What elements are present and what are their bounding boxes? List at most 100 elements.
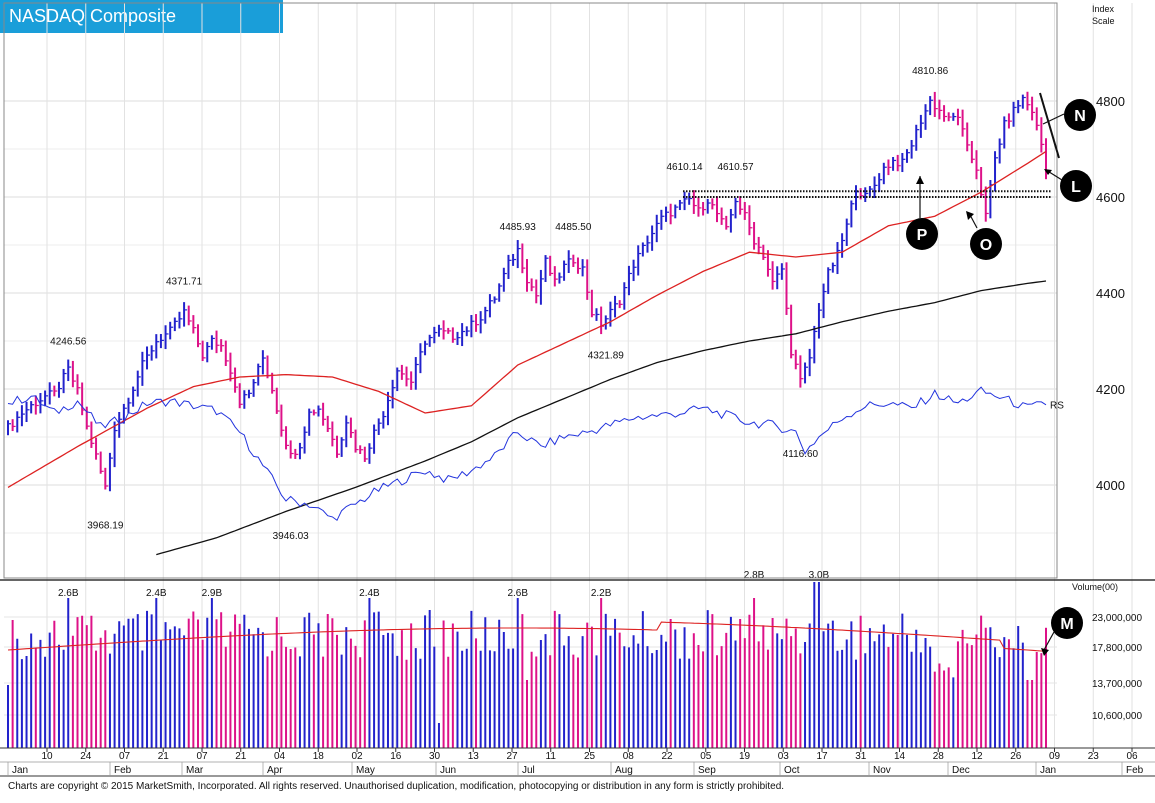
marker-p: P — [906, 218, 938, 250]
volume-tick-label: 17,800,000 — [1092, 643, 1142, 654]
price-bar — [702, 201, 707, 216]
price-bar — [461, 323, 466, 347]
price-bar — [655, 214, 660, 243]
x-tick-label: 09 — [1049, 751, 1061, 762]
price-bar — [210, 335, 215, 350]
price-bar — [294, 448, 299, 459]
price-bar — [512, 253, 517, 266]
price-bar — [892, 156, 897, 171]
price-bar — [966, 122, 971, 152]
x-tick-label: 11 — [546, 751, 557, 762]
price-bar — [85, 406, 90, 430]
price-bar — [192, 315, 197, 334]
y-tick-label: 4200 — [1096, 382, 1125, 397]
price-annotation: 4810.86 — [912, 66, 949, 77]
price-bar — [39, 392, 44, 414]
volume-annotation: 2.4B — [359, 588, 380, 599]
x-tick-label: 12 — [971, 751, 983, 762]
month-label: Jun — [440, 765, 456, 776]
price-bar — [7, 420, 11, 436]
price-bar — [646, 235, 651, 253]
marker-l: L — [1060, 170, 1092, 202]
price-bar — [980, 167, 985, 198]
price-bar — [873, 176, 878, 199]
month-label: May — [356, 765, 375, 776]
price-bar — [595, 308, 600, 321]
price-bar — [164, 325, 169, 350]
price-bar — [669, 203, 674, 225]
price-bar — [155, 334, 160, 359]
price-bar — [757, 236, 762, 255]
price-bar — [57, 381, 62, 398]
marker-n-trendline — [1039, 92, 1060, 159]
price-bar — [994, 151, 999, 192]
price-bar — [62, 368, 67, 394]
price-bar — [368, 443, 373, 464]
x-tick-label: 19 — [739, 751, 751, 762]
price-bar — [526, 259, 530, 292]
price-bar — [132, 386, 137, 407]
price-bar — [600, 306, 605, 335]
price-bar — [437, 324, 442, 337]
price-bar — [396, 367, 401, 392]
moving-average-200-line — [156, 280, 1047, 556]
price-annotation: 4610.14 — [666, 162, 703, 173]
marker-circle — [1060, 170, 1092, 202]
price-bar — [234, 367, 239, 393]
price-bar — [576, 257, 581, 274]
price-bar — [827, 267, 832, 294]
price-bar — [845, 218, 850, 246]
y-tick-label: 4000 — [1096, 478, 1125, 493]
price-bar — [183, 302, 188, 327]
price-bar — [104, 467, 109, 490]
price-bar — [637, 245, 642, 276]
price-panel-frame — [3, 2, 1058, 579]
price-bar — [984, 186, 989, 222]
price-bar — [641, 242, 646, 257]
price-bar — [651, 225, 656, 251]
x-tick-label: 13 — [468, 751, 480, 762]
price-bar — [692, 190, 697, 214]
price-bar — [665, 206, 670, 222]
price-bar — [938, 99, 943, 120]
moving-average-lines: RS — [7, 150, 1064, 556]
price-bar — [1007, 113, 1012, 129]
price-annotation: 4116.60 — [783, 449, 819, 460]
price-bar — [261, 350, 266, 375]
price-bar — [150, 345, 155, 361]
price-bar — [614, 295, 619, 318]
price-bar — [252, 379, 257, 397]
price-bar — [864, 187, 869, 202]
price-bar — [831, 262, 836, 273]
price-bar — [414, 357, 419, 390]
volume-annotation: 2.2B — [591, 588, 612, 599]
volume-moving-average-line — [7, 621, 1047, 652]
price-bar — [841, 233, 846, 258]
price-bar — [498, 283, 503, 302]
x-tick-label: 08 — [623, 751, 635, 762]
price-bar — [794, 349, 799, 370]
price-bar — [465, 326, 470, 337]
price-bar — [586, 259, 591, 300]
x-tick-label: 31 — [855, 751, 867, 762]
price-annotation: 4321.89 — [588, 350, 625, 361]
price-bar — [271, 372, 276, 394]
volume-bars: 2.6B 2.4B 2.9B 2.4B 2.6B 2.2B 2.8B 3.0B — [7, 570, 1047, 748]
price-bar — [1017, 100, 1022, 114]
volume-annotation: 3.0B — [809, 570, 830, 581]
price-bar — [298, 442, 303, 460]
month-label: Feb — [1126, 765, 1144, 776]
x-tick-label: 05 — [700, 751, 712, 762]
price-bar — [187, 305, 192, 326]
price-bar — [178, 311, 183, 329]
markers: N L P O M — [906, 92, 1096, 656]
y-tick-label: 4800 — [1096, 94, 1125, 109]
price-bar — [697, 196, 702, 217]
price-bar — [688, 192, 693, 205]
price-bar — [836, 242, 841, 275]
price-bar — [563, 260, 568, 281]
volume-tick-label: 10,600,000 — [1092, 711, 1142, 722]
price-bar — [30, 401, 35, 414]
price-bar — [331, 421, 336, 447]
